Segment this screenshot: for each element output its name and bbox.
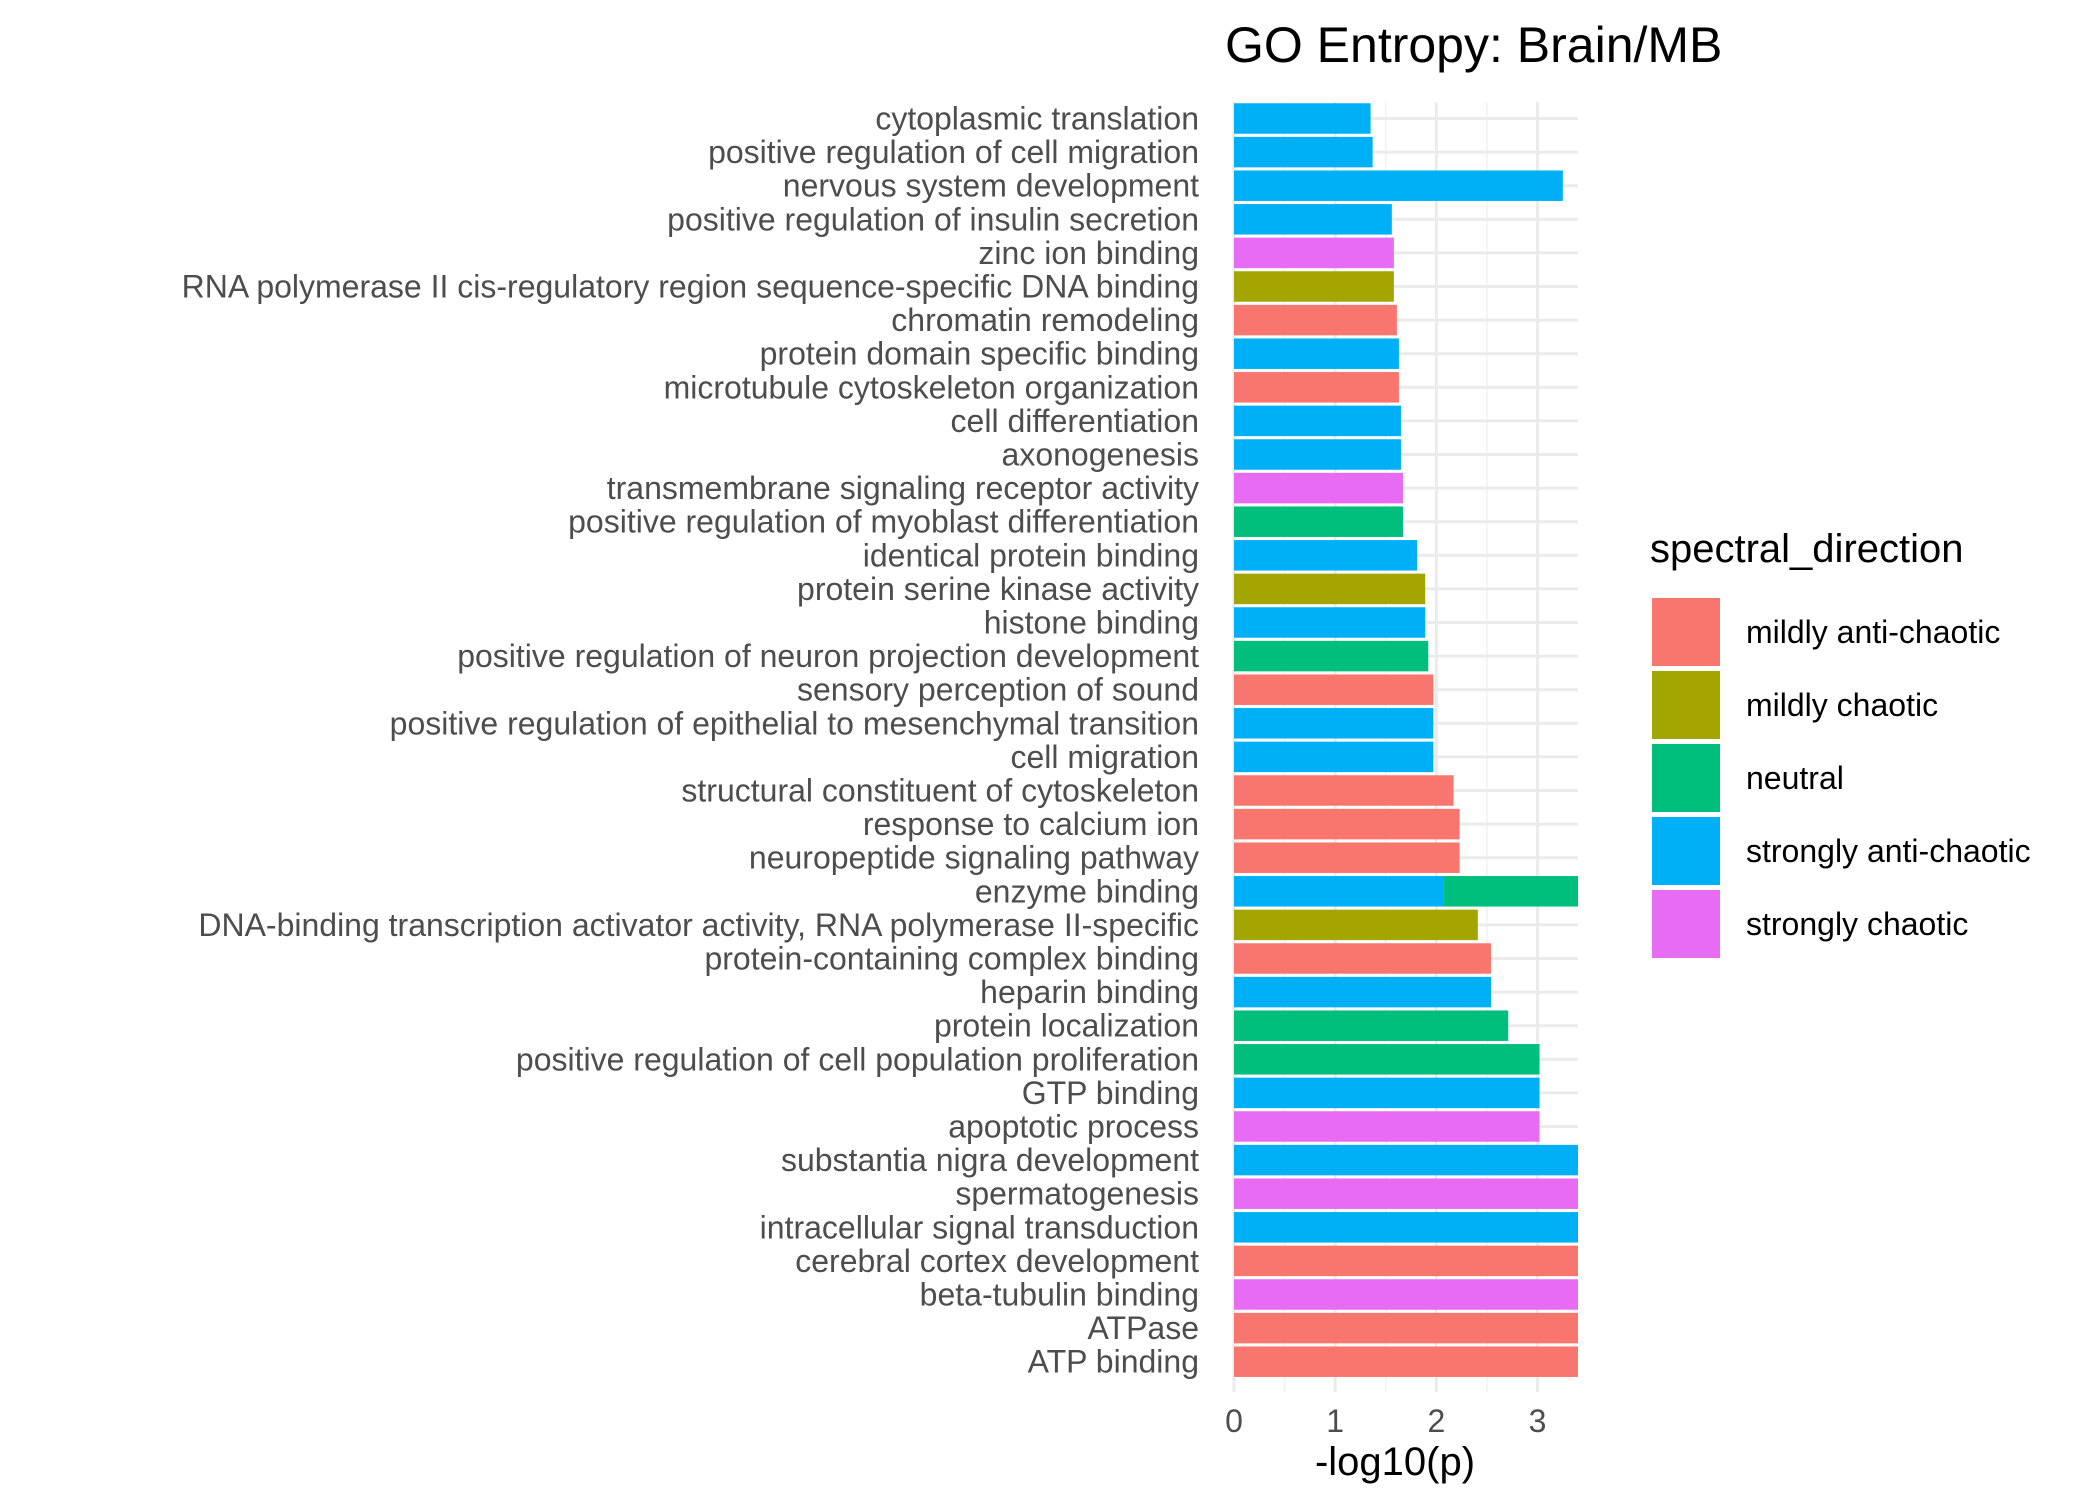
category-label: positive regulation of cell migration <box>708 134 1199 170</box>
x-tick-label: 0 <box>1225 1403 1243 1439</box>
bar-protein-localization <box>1234 1010 1509 1041</box>
category-label: cytoplasmic translation <box>875 101 1199 137</box>
bar-dna-binding-transcription-activator-activity-rna-polymerase-ii-specific <box>1234 909 1478 941</box>
bar-cell-migration <box>1234 741 1434 773</box>
x-axis-title: -log10(p) <box>1315 1440 1475 1484</box>
bar-rna-polymerase-ii-cis-regulatory-region-sequence-specific-dna-binding <box>1234 271 1394 302</box>
bar-heparin-binding <box>1234 976 1491 1008</box>
bar-cell-differentiation <box>1234 405 1401 437</box>
legend-swatch-strongly-chaotic <box>1652 890 1720 958</box>
bar-intracellular-signal-transduction <box>1234 1212 1578 1243</box>
bar-sensory-perception-of-sound <box>1234 674 1434 705</box>
bar-transmembrane-signaling-receptor-activity <box>1234 472 1403 504</box>
bar-positive-regulation-of-epithelial-to-mesenchymal-transition <box>1234 708 1434 739</box>
category-label: nervous system development <box>783 168 1199 204</box>
category-label: positive regulation of neuron projection… <box>457 638 1199 674</box>
category-label: heparin binding <box>980 974 1199 1010</box>
bar-protein-containing-complex-binding <box>1234 943 1491 974</box>
category-label: protein serine kinase activity <box>797 571 1199 607</box>
category-label: cell differentiation <box>951 403 1199 439</box>
legend-label-neutral: neutral <box>1746 760 1844 796</box>
category-label: cell migration <box>1010 739 1199 775</box>
x-tick-label: 3 <box>1529 1403 1547 1439</box>
bar-chromatin-remodeling <box>1234 304 1397 336</box>
bar-positive-regulation-of-insulin-secretion <box>1234 204 1392 235</box>
category-label: chromatin remodeling <box>891 302 1199 338</box>
bar-identical-protein-binding <box>1234 540 1418 571</box>
bar-enzyme-binding <box>1443 876 1578 907</box>
bar-positive-regulation-of-myoblast-differentiation <box>1234 506 1403 537</box>
category-label: positive regulation of cell population p… <box>516 1041 1199 1077</box>
bar-neuropeptide-signaling-pathway <box>1234 842 1460 873</box>
category-label: protein domain specific binding <box>760 336 1199 372</box>
category-label: RNA polymerase II cis-regulatory region … <box>182 269 1199 305</box>
legend-swatch-mildly-chaotic <box>1652 671 1720 739</box>
bar-spermatogenesis <box>1234 1178 1578 1209</box>
legend-label-mildly-anti-chaotic: mildly anti-chaotic <box>1746 614 2000 650</box>
category-label: enzyme binding <box>975 873 1199 909</box>
category-label: transmembrane signaling receptor activit… <box>607 470 1199 506</box>
bar-protein-domain-specific-binding <box>1234 338 1399 369</box>
bar-substantia-nigra-development <box>1234 1144 1578 1176</box>
category-label: positive regulation of insulin secretion <box>667 201 1199 237</box>
category-label: neuropeptide signaling pathway <box>749 840 1199 876</box>
legend-title: spectral_direction <box>1650 527 1964 571</box>
legend-swatch-strongly-anti-chaotic <box>1652 817 1720 885</box>
bar-enzyme-binding <box>1234 876 1444 907</box>
category-label: beta-tubulin binding <box>920 1277 1199 1313</box>
legend-swatch-mildly-anti-chaotic <box>1652 598 1720 666</box>
category-label: positive regulation of epithelial to mes… <box>390 705 1199 741</box>
bars-layer <box>1234 103 1578 1377</box>
bar-zinc-ion-binding <box>1234 237 1394 269</box>
bar-protein-serine-kinase-activity <box>1234 573 1426 605</box>
category-label: cerebral cortex development <box>795 1243 1199 1279</box>
category-label: intracellular signal transduction <box>760 1209 1199 1245</box>
category-label: response to calcium ion <box>863 806 1199 842</box>
bar-beta-tubulin-binding <box>1234 1279 1578 1310</box>
bar-cytoplasmic-translation <box>1234 103 1371 134</box>
legend-label-strongly-chaotic: strongly chaotic <box>1746 906 1968 942</box>
bar-positive-regulation-of-cell-population-proliferation <box>1234 1044 1540 1075</box>
category-label: histone binding <box>984 605 1199 641</box>
bar-positive-regulation-of-cell-migration <box>1234 136 1373 168</box>
category-label: protein-containing complex binding <box>704 941 1199 977</box>
chart-title: GO Entropy: Brain/MB <box>1225 17 1722 73</box>
bar-microtubule-cytoskeleton-organization <box>1234 372 1399 403</box>
category-label: sensory perception of sound <box>797 672 1199 708</box>
category-label: spermatogenesis <box>955 1176 1199 1212</box>
category-label: zinc ion binding <box>978 235 1199 271</box>
category-label: ATP binding <box>1028 1344 1199 1380</box>
category-label: structural constituent of cytoskeleton <box>681 773 1199 809</box>
x-tick-label: 1 <box>1326 1403 1344 1439</box>
category-label: substantia nigra development <box>781 1142 1199 1178</box>
category-label: positive regulation of myoblast differen… <box>568 504 1199 540</box>
bar-nervous-system-development <box>1234 170 1563 201</box>
bar-positive-regulation-of-neuron-projection-development <box>1234 640 1429 672</box>
bar-cerebral-cortex-development <box>1234 1245 1578 1277</box>
category-label: protein localization <box>934 1008 1199 1044</box>
legend-label-mildly-chaotic: mildly chaotic <box>1746 687 1938 723</box>
category-label: ATPase <box>1088 1310 1199 1346</box>
category-label: GTP binding <box>1022 1075 1199 1111</box>
bar-response-to-calcium-ion <box>1234 808 1460 840</box>
bar-gtp-binding <box>1234 1077 1540 1109</box>
x-tick-labels: 0 1 2 3 <box>1225 1403 1546 1439</box>
bar-structural-constituent-of-cytoskeleton <box>1234 775 1454 806</box>
legend-swatch-neutral <box>1652 744 1720 812</box>
category-label: identical protein binding <box>863 537 1199 573</box>
category-label: apoptotic process <box>948 1109 1199 1145</box>
legend: spectral_direction mildly anti-chaotic mi… <box>1650 527 2031 958</box>
bar-apoptotic-process <box>1234 1111 1540 1142</box>
bar-axonogenesis <box>1234 439 1401 470</box>
bar-histone-binding <box>1234 607 1426 638</box>
category-label: microtubule cytoskeleton organization <box>664 369 1199 405</box>
bar-atpase <box>1234 1312 1578 1344</box>
category-label: axonogenesis <box>1002 437 1199 473</box>
category-label: DNA-binding transcription activator acti… <box>198 907 1199 943</box>
legend-label-strongly-anti-chaotic: strongly anti-chaotic <box>1746 833 2031 869</box>
bar-atp-binding <box>1234 1346 1578 1377</box>
x-tick-label: 2 <box>1427 1403 1445 1439</box>
